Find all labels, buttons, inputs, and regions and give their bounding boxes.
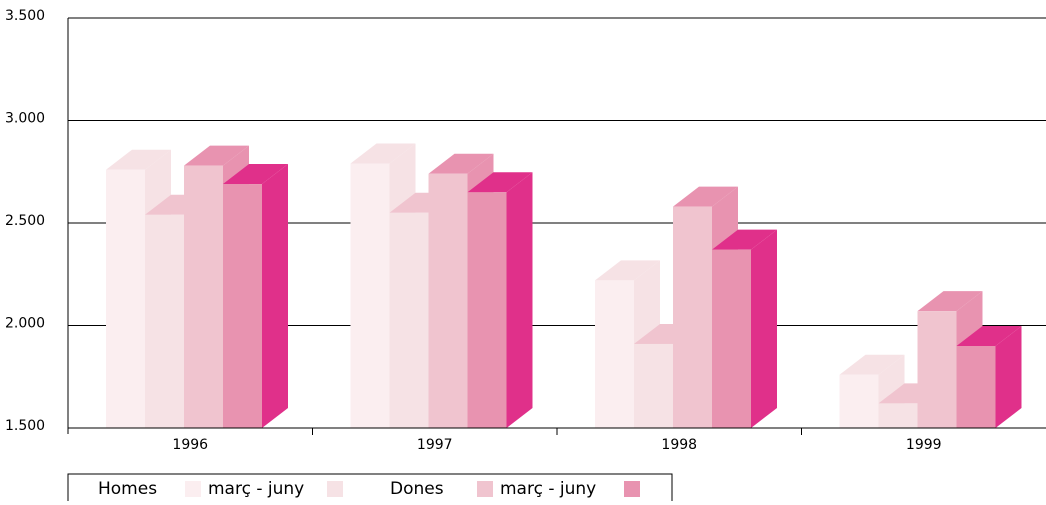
- bar-top: [467, 172, 533, 193]
- bar-side: [506, 172, 533, 428]
- bar: [956, 346, 996, 428]
- legend-swatch: [624, 481, 640, 497]
- bar-side: [995, 326, 1022, 428]
- bar: [673, 206, 712, 428]
- legend-swatch: [185, 481, 201, 497]
- y-tick-label: 1.500: [5, 418, 45, 434]
- legend-label: Dones: [390, 479, 444, 499]
- legend-label: Homes: [98, 479, 157, 499]
- bar: [350, 163, 390, 429]
- bar: [917, 311, 957, 428]
- bar-side: [751, 229, 777, 428]
- legend-swatch: [477, 481, 493, 497]
- x-tick-label: 1998: [661, 437, 697, 453]
- bar-top: [350, 143, 416, 164]
- bar-top: [223, 164, 288, 185]
- bar-top: [956, 326, 1022, 346]
- bar: [839, 374, 879, 428]
- bar: [595, 280, 634, 428]
- legend-label: març - juny: [208, 479, 304, 499]
- bar-side: [262, 164, 288, 429]
- bar: [106, 169, 145, 428]
- y-tick-label: 2.500: [5, 213, 45, 229]
- bar: [878, 403, 918, 428]
- bar: [428, 173, 468, 428]
- bar-top: [712, 229, 777, 250]
- bar-top: [673, 186, 738, 207]
- bar-top: [595, 260, 660, 281]
- bar: [145, 214, 184, 428]
- x-tick-label: 1996: [172, 437, 208, 453]
- x-tick-label: 1997: [417, 437, 453, 453]
- bar: [712, 249, 751, 428]
- legend-swatch: [327, 481, 343, 497]
- bar: [184, 165, 223, 428]
- bar: [389, 212, 429, 428]
- bar-top: [839, 354, 905, 375]
- bar-top: [184, 145, 249, 166]
- y-tick-label: 3.000: [5, 111, 45, 127]
- legend-label: març - juny: [500, 479, 596, 499]
- y-tick-label: 3.500: [5, 8, 45, 24]
- bar: [223, 184, 262, 428]
- bar: [634, 343, 673, 428]
- bar-top: [428, 153, 494, 174]
- bar: [467, 192, 507, 428]
- bar-top: [917, 291, 983, 312]
- x-tick-label: 1999: [906, 437, 942, 453]
- bar-top: [106, 149, 171, 170]
- y-tick-label: 2.000: [5, 316, 45, 332]
